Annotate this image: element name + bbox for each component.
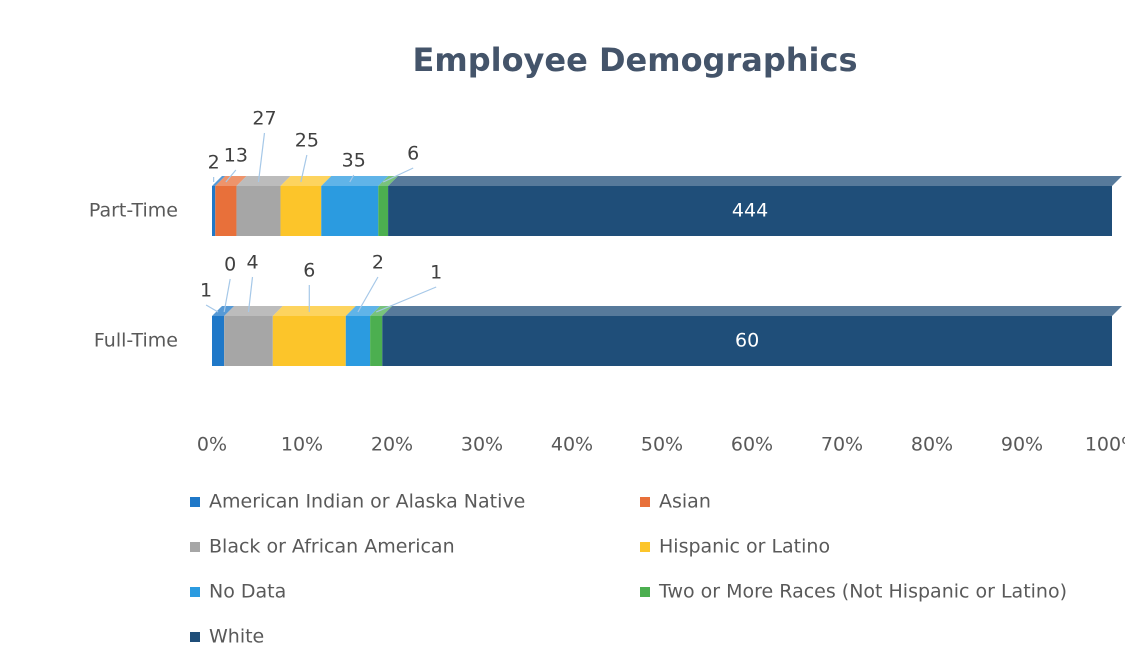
data-label: 35 — [342, 150, 366, 172]
legend-label: Asian — [659, 491, 711, 513]
legend-swatch — [190, 587, 200, 597]
leader-line — [257, 132, 266, 183]
legend-swatch — [640, 497, 650, 507]
bar-top — [212, 176, 226, 186]
data-label: 13 — [224, 145, 248, 167]
leader-line — [225, 169, 237, 183]
x-tick-label: 10% — [281, 434, 323, 456]
data-label: 60 — [735, 330, 759, 352]
data-label: 444 — [732, 200, 768, 222]
chart-title: Employee Demographics — [412, 41, 857, 79]
leader-line — [223, 278, 231, 313]
legend-swatch — [640, 587, 650, 597]
data-label: 4 — [246, 252, 258, 274]
legend-label: No Data — [209, 581, 286, 603]
x-tick-label: 80% — [911, 434, 953, 456]
bar-top — [370, 306, 393, 316]
data-label: 6 — [407, 143, 419, 165]
y-tick-label: Part-Time — [89, 200, 178, 222]
data-label: 2 — [372, 252, 384, 274]
leader-line — [205, 304, 219, 313]
x-tick-label: 100% — [1085, 434, 1125, 456]
bar — [212, 186, 216, 236]
bar-top — [272, 306, 356, 316]
data-label: 27 — [252, 108, 276, 130]
data-label: 1 — [430, 262, 442, 284]
x-tick-label: 40% — [551, 434, 593, 456]
bar-top — [280, 176, 332, 186]
bar-top — [224, 306, 283, 316]
x-tick-label: 90% — [1001, 434, 1043, 456]
bar — [345, 316, 371, 366]
x-tick-label: 70% — [821, 434, 863, 456]
bar-top — [378, 176, 399, 186]
data-label: 0 — [224, 254, 236, 276]
legend-swatch — [640, 542, 650, 552]
bar-top — [388, 176, 1123, 186]
leader-line — [300, 154, 308, 183]
x-tick-label: 0% — [197, 434, 227, 456]
bar — [212, 316, 225, 366]
legend-swatch — [190, 632, 200, 642]
leader-line — [375, 286, 437, 313]
x-tick-label: 30% — [461, 434, 503, 456]
bar-top — [382, 306, 1122, 316]
bar — [370, 316, 383, 366]
legend-label: Hispanic or Latino — [659, 536, 830, 558]
leader-line — [247, 276, 254, 313]
bar — [388, 186, 1113, 236]
data-label: 2 — [208, 152, 220, 174]
bar — [378, 186, 389, 236]
leader-line — [382, 167, 414, 183]
bar — [280, 186, 322, 236]
legend-swatch — [190, 542, 200, 552]
x-tick-label: 50% — [641, 434, 683, 456]
x-tick-label: 60% — [731, 434, 773, 456]
bar — [272, 316, 346, 366]
data-label: 6 — [303, 260, 315, 282]
bar — [236, 186, 281, 236]
bar-top — [215, 176, 247, 186]
legend-label: White — [209, 626, 264, 647]
bar — [215, 186, 237, 236]
bar-top — [236, 176, 291, 186]
data-label: 25 — [295, 130, 319, 152]
data-label: 1 — [200, 280, 212, 302]
bar-top — [345, 306, 381, 316]
legend-label: American Indian or Alaska Native — [209, 491, 525, 513]
leader-line — [357, 276, 379, 313]
legend-swatch — [190, 497, 200, 507]
bar-top — [212, 306, 235, 316]
y-tick-label: Full-Time — [94, 330, 178, 352]
bar — [382, 316, 1112, 366]
leader-line — [349, 174, 355, 183]
x-tick-label: 20% — [371, 434, 413, 456]
bar-top — [321, 176, 389, 186]
legend-label: Two or More Races (Not Hispanic or Latin… — [658, 581, 1067, 603]
bar — [321, 186, 379, 236]
bar — [224, 316, 273, 366]
legend-label: Black or African American — [209, 536, 455, 558]
